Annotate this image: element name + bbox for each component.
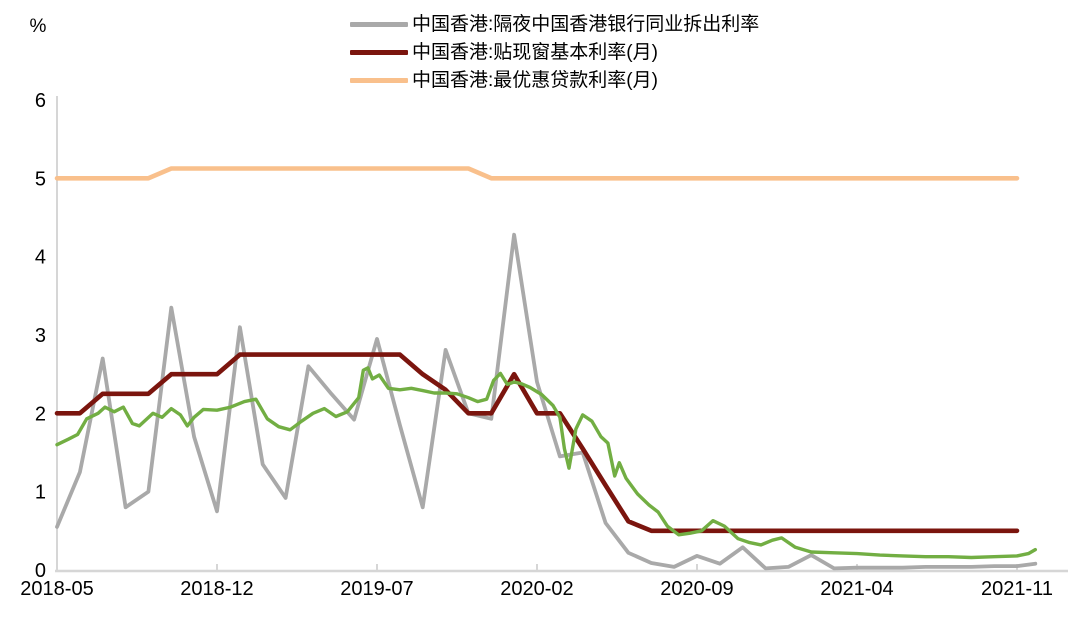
y-tick-label: 4 xyxy=(35,247,46,269)
y-tick-label: 6 xyxy=(35,90,46,112)
y-axis-unit-label: % xyxy=(29,16,47,37)
series-line-2 xyxy=(54,166,1020,181)
legend: 中国香港:隔夜中国香港银行同业拆出利率 中国香港:贴现窗基本利率(月) 中国香港… xyxy=(350,14,759,91)
x-tick-label: 2019-07 xyxy=(340,578,413,600)
legend-swatch-darkred xyxy=(350,50,408,55)
y-tick-label: 0 xyxy=(35,560,46,582)
x-tick-label: 2018-05 xyxy=(20,578,93,600)
series-line-1 xyxy=(54,352,1020,534)
x-tick-label: 2020-09 xyxy=(660,578,733,600)
legend-item-overnight-hibor: 中国香港:隔夜中国香港银行同业拆出利率 xyxy=(350,14,759,35)
legend-item-discount-window-base-rate: 中国香港:贴现窗基本利率(月) xyxy=(350,42,759,63)
x-tick-label: 2018-12 xyxy=(180,578,253,600)
legend-label: 中国香港:隔夜中国香港银行同业拆出利率 xyxy=(412,14,760,35)
x-tick-label: 2021-04 xyxy=(820,578,893,600)
series-line-3 xyxy=(55,366,1038,560)
y-tick-label: 3 xyxy=(35,325,46,347)
legend-item-best-lending-rate: 中国香港:最优惠贷款利率(月) xyxy=(350,70,759,91)
legend-label: 中国香港:最优惠贷款利率(月) xyxy=(412,70,658,91)
legend-label: 中国香港:贴现窗基本利率(月) xyxy=(412,42,658,63)
series-line-0 xyxy=(55,232,1038,571)
x-tick-label: 2021-11 xyxy=(981,578,1053,600)
legend-swatch-orange xyxy=(350,78,408,83)
y-tick-label: 5 xyxy=(35,168,46,190)
y-tick-label: 1 xyxy=(35,482,46,504)
y-tick-label: 2 xyxy=(35,403,46,425)
x-tick-label: 2020-02 xyxy=(500,578,573,600)
legend-swatch-gray xyxy=(350,22,408,27)
